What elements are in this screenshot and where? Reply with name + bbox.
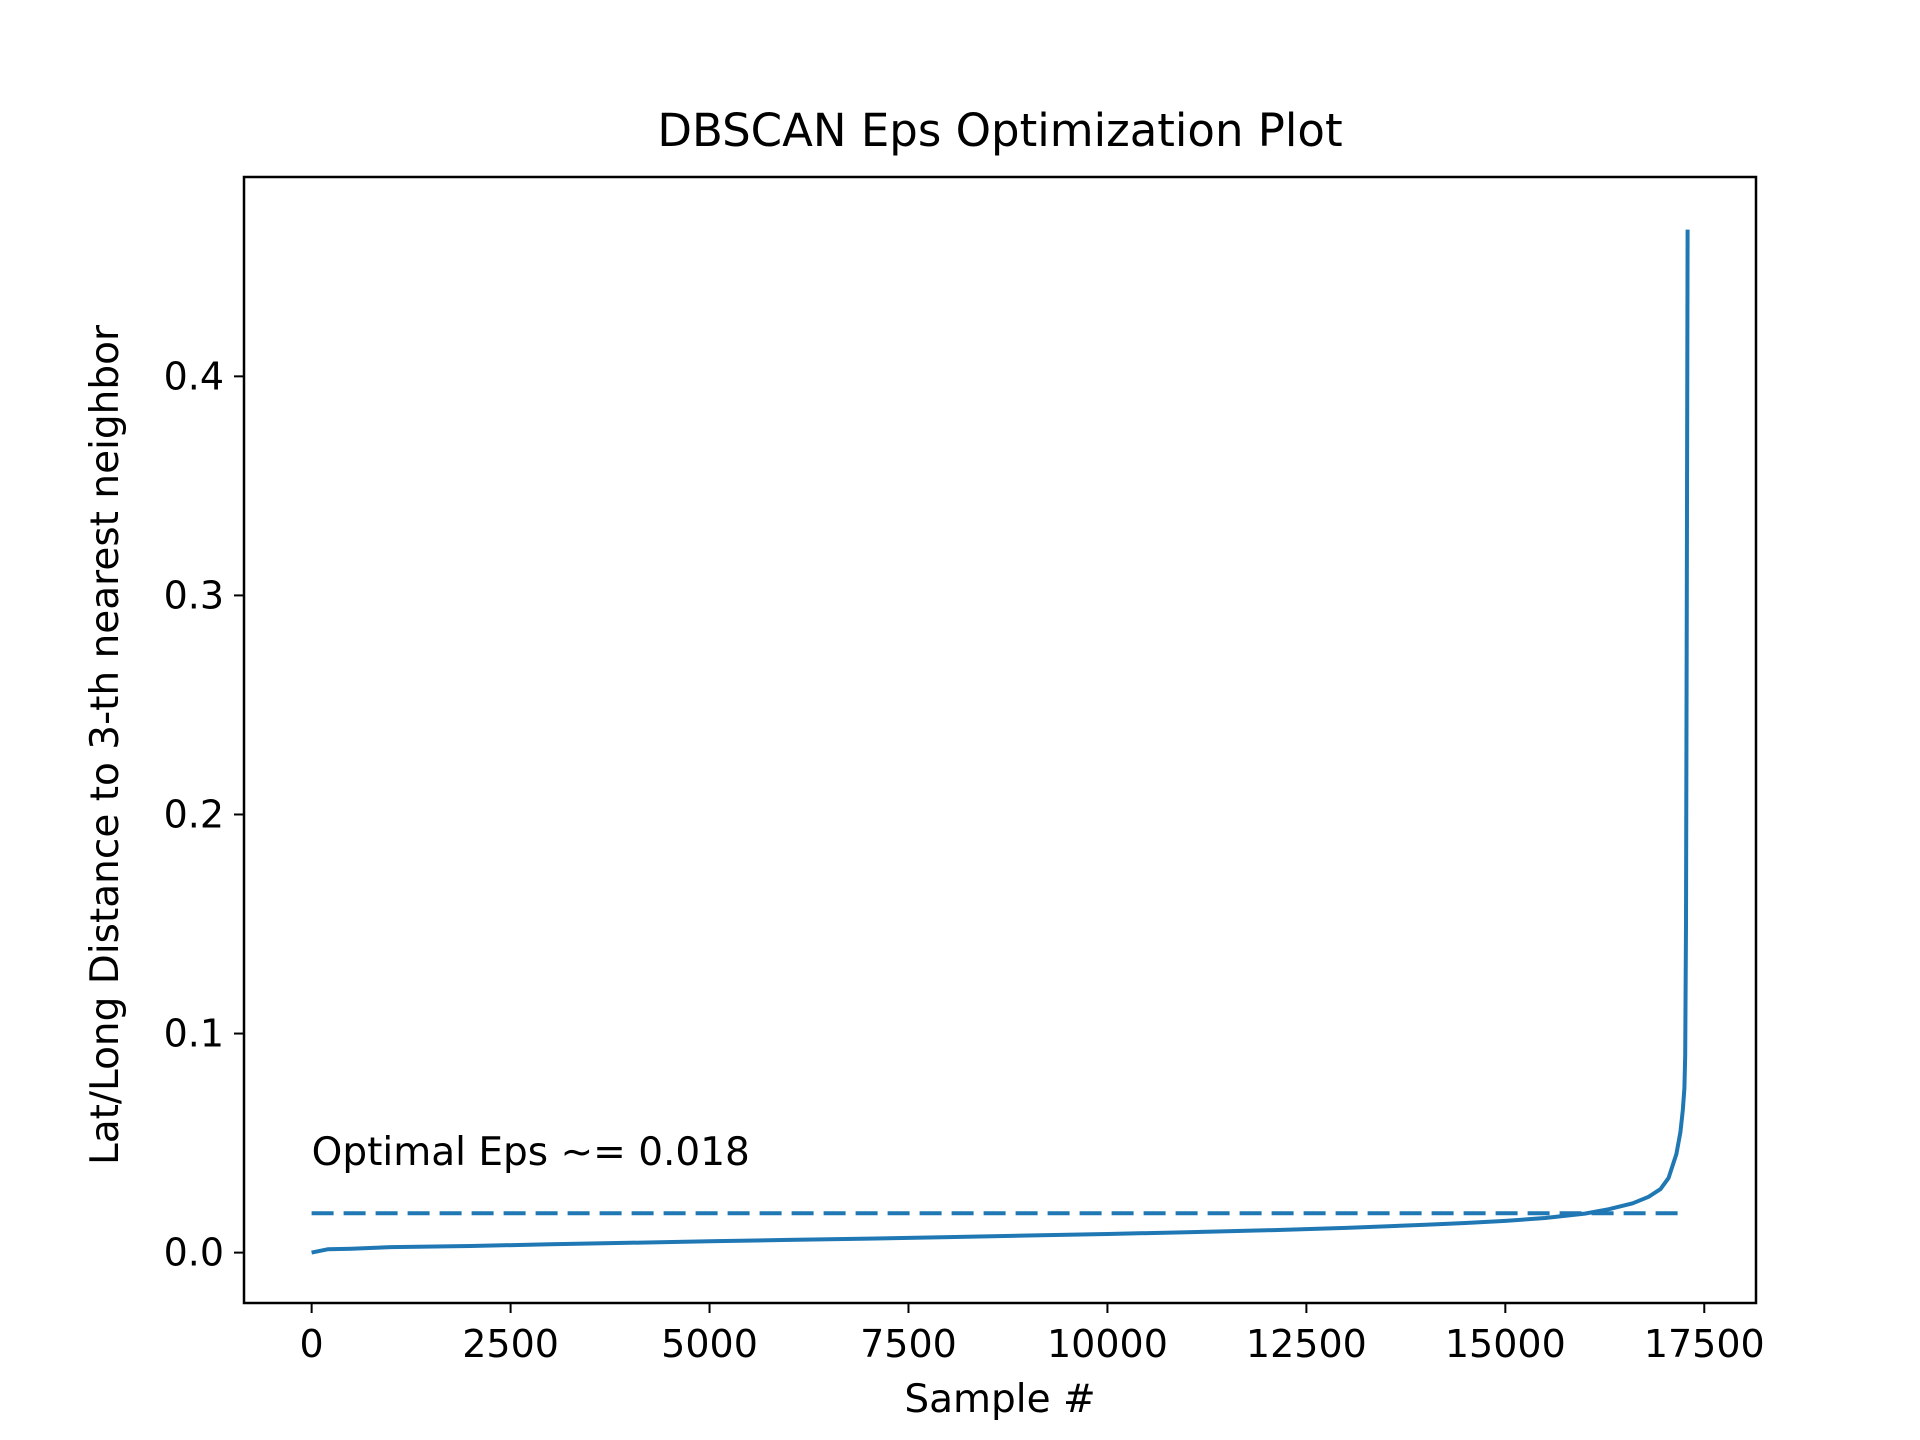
y-tick-label: 0.1	[164, 1012, 224, 1056]
x-tick-label: 7500	[860, 1322, 957, 1366]
axes-frame	[242, 175, 1758, 1305]
x-tick-label: 2500	[462, 1322, 559, 1366]
x-tick-label: 17500	[1644, 1322, 1765, 1366]
x-tick-label: 5000	[661, 1322, 758, 1366]
y-axis-label: Lat/Long Distance to 3-th nearest neighb…	[83, 324, 128, 1165]
y-tick-label: 0.0	[164, 1231, 224, 1275]
x-tick-label: 10000	[1047, 1322, 1168, 1366]
y-tick-label: 0.4	[164, 354, 224, 398]
x-axis-label: Sample #	[904, 1377, 1095, 1422]
y-tick-label: 0.2	[164, 792, 224, 836]
series-line	[311, 229, 1690, 1255]
x-tick-label: 12500	[1246, 1322, 1367, 1366]
x-tick-label: 0	[300, 1322, 324, 1366]
chart-title: DBSCAN Eps Optimization Plot	[657, 104, 1342, 157]
x-tick-label: 15000	[1445, 1322, 1566, 1366]
y-tick-label: 0.3	[164, 573, 224, 617]
annotation-label: Optimal Eps ~= 0.018	[312, 1130, 750, 1175]
plot-area: 0 2500 5000 7500 10000 12500 15000 17500 0.0 0.1 0…	[164, 229, 1765, 1366]
